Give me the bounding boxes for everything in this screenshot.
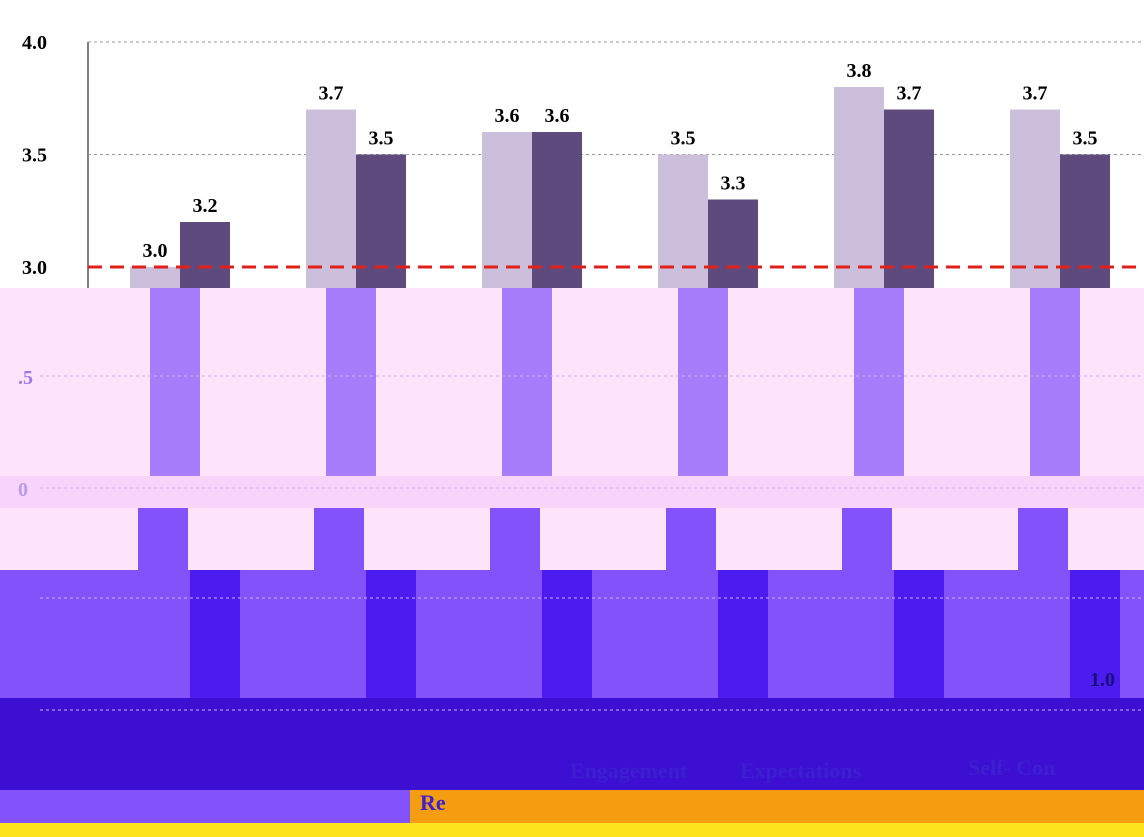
category-label: Engagement xyxy=(570,758,688,783)
ghost-bar-light xyxy=(502,288,552,476)
bar-light xyxy=(834,87,884,288)
ghost-bar-dark xyxy=(138,508,188,570)
data-label: 3.6 xyxy=(545,105,570,127)
ghost-bar-deep xyxy=(718,570,768,698)
y-tick-label: 3.5 xyxy=(22,145,47,167)
bar-dark xyxy=(708,199,758,288)
ghost-bar-deep xyxy=(1070,570,1120,698)
ghost-bar-light xyxy=(854,288,904,476)
bar-light xyxy=(1010,109,1060,288)
ghost-bar-light xyxy=(150,288,200,476)
category-label: Self- Con xyxy=(968,755,1055,780)
y-tick-label: 3.0 xyxy=(22,257,47,279)
ghost-bars xyxy=(138,288,1120,698)
ghost-bar-light xyxy=(326,288,376,476)
data-label: 3.8 xyxy=(847,60,872,82)
band-orange xyxy=(410,790,1144,823)
category-label: Expectations xyxy=(740,758,861,783)
bar-light xyxy=(482,132,532,288)
band-navy xyxy=(0,698,1144,790)
ghost-bar-deep xyxy=(894,570,944,698)
ghost-tick-mid: .5 xyxy=(18,367,33,389)
band-yellow xyxy=(0,823,1144,837)
ghost-bar-dark xyxy=(842,508,892,570)
bar-dark xyxy=(180,222,230,288)
ghost-tick-low: 1.0 xyxy=(1090,669,1115,691)
ghost-bar-deep xyxy=(190,570,240,698)
band-purple-bottom xyxy=(0,790,410,823)
category-labels: Re Engagement Expectations Self- Con xyxy=(420,755,1055,815)
bar-dark xyxy=(532,132,582,288)
data-label: 3.5 xyxy=(369,128,394,150)
ghost-bar-light xyxy=(1030,288,1080,476)
ghost-bar-dark xyxy=(666,508,716,570)
data-label: 3.5 xyxy=(1073,128,1098,150)
data-label: 3.7 xyxy=(319,83,344,105)
ghost-bar-dark xyxy=(314,508,364,570)
data-label: 3.0 xyxy=(143,240,168,262)
bar-dark xyxy=(884,109,934,288)
data-label: 3.2 xyxy=(193,195,218,217)
ghost-tick-zero: 0 xyxy=(18,479,28,501)
ghost-bar-deep xyxy=(366,570,416,698)
data-label: 3.6 xyxy=(495,105,520,127)
bar-light xyxy=(306,109,356,288)
ghost-bar-deep xyxy=(542,570,592,698)
category-label: Re xyxy=(420,790,446,815)
grid xyxy=(40,41,1144,711)
bars xyxy=(130,87,1110,288)
data-label: 3.7 xyxy=(897,83,922,105)
y-tick-label: 4.0 xyxy=(22,32,47,54)
band-lavender xyxy=(0,476,1144,508)
bar-light xyxy=(130,267,180,288)
ghost-bar-dark xyxy=(490,508,540,570)
data-labels: 3.0 3.7 3.6 3.5 3.8 3.7 3.2 3.5 3.6 3.3 3.7 3.5 xyxy=(143,60,1098,262)
data-label: 3.5 xyxy=(671,128,696,150)
y-tick-labels: 4.0 3.5 3.0 xyxy=(22,32,47,279)
data-label: 3.7 xyxy=(1023,83,1048,105)
ghost-bar-dark xyxy=(1018,508,1068,570)
data-label: 3.3 xyxy=(721,173,746,195)
ghost-bar-light xyxy=(678,288,728,476)
